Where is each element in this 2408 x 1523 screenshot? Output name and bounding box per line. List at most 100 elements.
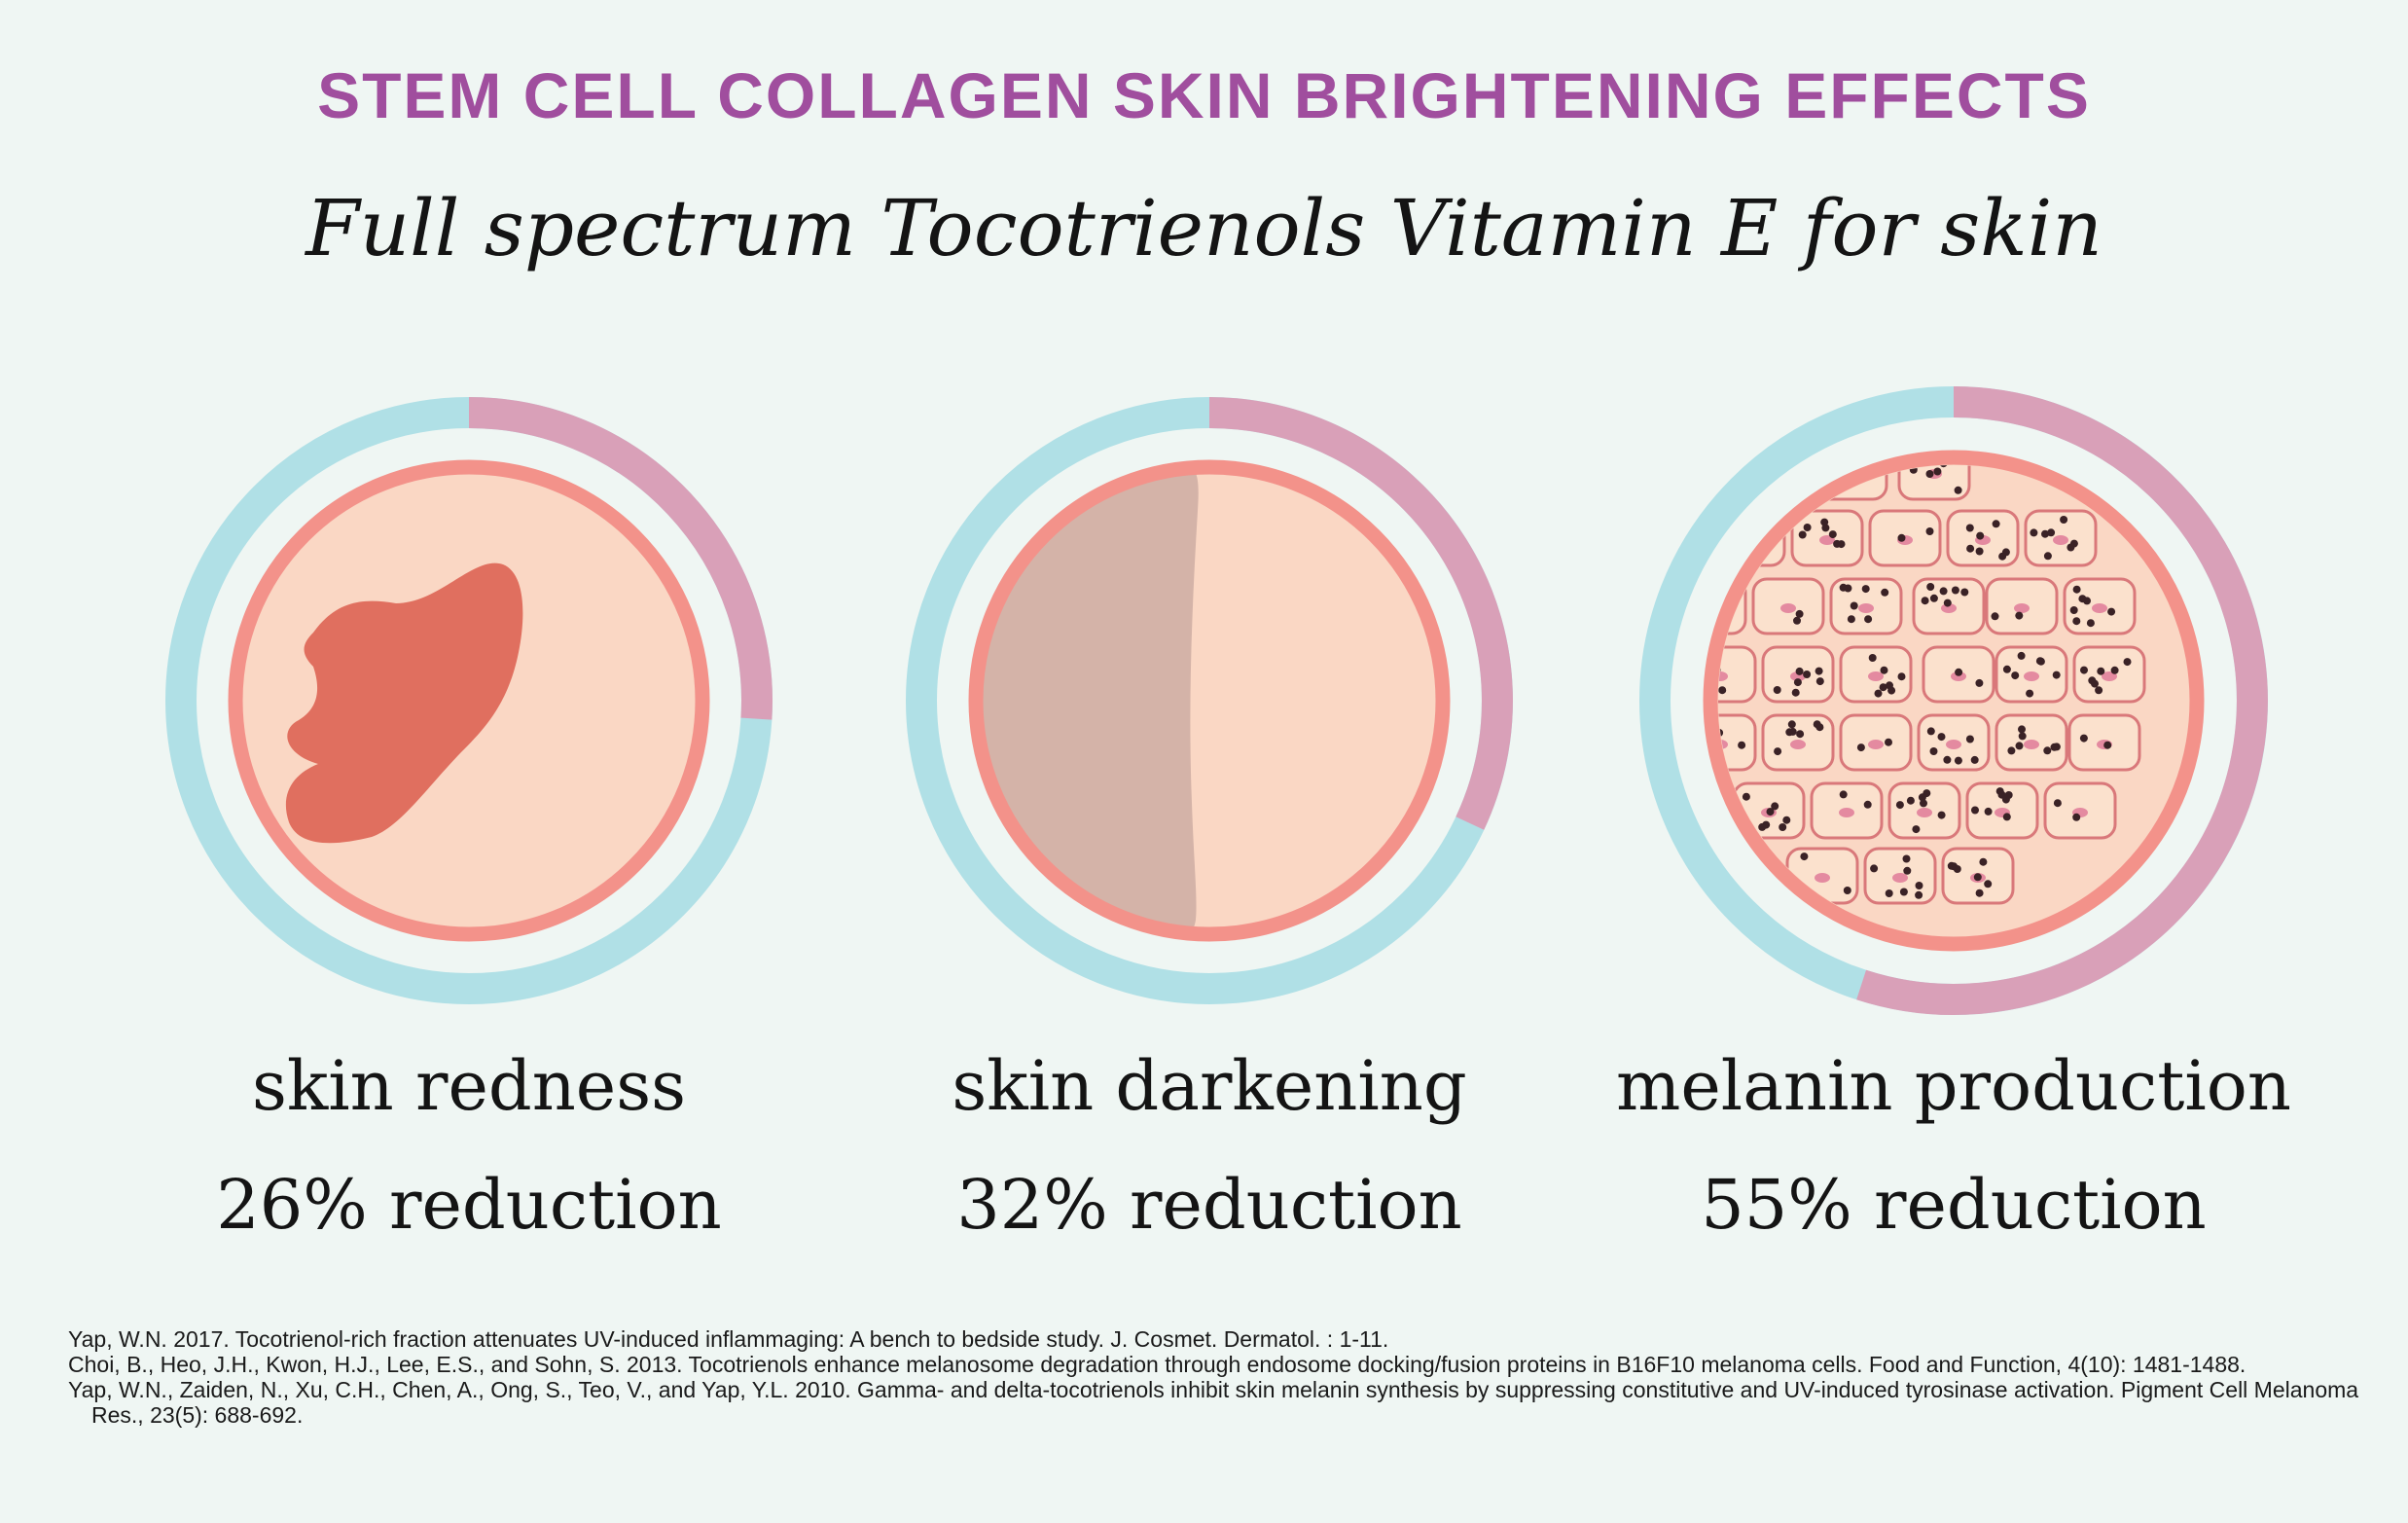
ring-reduction-arc [1208,397,1513,830]
melanin-dot [1692,748,1700,756]
melanin-dot [1976,531,1985,540]
skin-border [968,459,1451,942]
effect-name: skin darkening [952,1046,1467,1126]
effect-panel-darkening: skin darkening 32% reduction [869,355,1550,1245]
cell-nucleus [1868,671,1884,681]
cell-nucleus [2024,671,2039,681]
melanin-dot [1885,889,1893,897]
ring-reduction-arc [1856,386,2268,1015]
melanin-dot [1886,681,1893,690]
melanin-dot [1856,743,1865,752]
melanin-dot [1885,738,1892,746]
melanin-dot [1879,683,1887,692]
melanin-dot [2052,743,2061,751]
cell-nucleus [1703,603,1718,613]
melanin-dot [2072,585,2081,594]
melanin-dot [1897,533,1906,542]
melanin-dot [2004,791,2013,799]
melanin-dot [1929,594,1938,602]
melanin-dot [1943,755,1952,764]
cell-nucleus [2092,603,2107,613]
melanin-dot [1975,678,1984,687]
melanin-dot [1737,528,1745,536]
page-title: STEM CELL COLLAGEN SKIN BRIGHTENING EFFE… [317,59,2091,131]
melanin-dot [1918,793,1926,802]
ring-reduction-arc [468,397,773,720]
references: Yap, W.N. 2017. Tocotrienol-rich fractio… [68,1326,2364,1428]
melanin-dot [1774,747,1782,756]
effect-name: melanin production [1616,1046,2291,1126]
cell-nucleus [2024,740,2039,749]
melanin-dot [1722,551,1731,559]
melanin-dot [1920,799,1927,808]
cell-nucleus [1941,603,1957,613]
melanin-dot [1726,544,1735,553]
melanin-dot [2026,689,2034,698]
darkened-area [981,472,1199,929]
melanin-dot [2123,658,2132,667]
melanin-dot [1747,527,1756,536]
melanin-dot [1921,597,1929,605]
melanin-dot [1979,857,1988,866]
reference-item: Yap, W.N. 2017. Tocotrienol-rich fractio… [68,1326,1389,1352]
melanin-dot [1943,598,1952,607]
melanin-dot [1973,873,1982,882]
melanin-dot [1847,465,1855,466]
melanin-dot [1773,686,1781,694]
red-patch-icon [165,397,773,1004]
cell-nucleus [1951,671,1966,681]
dark-half-icon [906,397,1513,1004]
melanin-dot [1906,796,1915,805]
melanin-dot [2069,606,2078,614]
melanin-dot [2018,732,2027,741]
melanin-dot [1815,667,1823,675]
melanin-dot [1970,755,1979,764]
cell-nucleus [1868,740,1884,749]
cell-nucleus [1946,740,1961,749]
melanin-dot [2002,665,2011,673]
melanin-dot [1686,614,1694,622]
cell-nucleus [1917,808,1932,817]
melanin-dot [1828,530,1837,539]
melanin-dot [1926,727,1935,736]
melanin-dot [1742,792,1750,801]
melanin-dot [1833,539,1842,548]
melanin-dot [1937,733,1946,742]
melanin-dot [1992,520,2000,528]
melanin-dot [1795,667,1804,675]
cell-nucleus [1839,808,1854,817]
melanin-dot [1694,726,1702,734]
melanin-dot [1718,600,1719,609]
melanin-dot [1779,823,1787,831]
melanin-dot [2015,611,2024,620]
redness-patch [285,562,523,844]
melanin-dot [1796,730,1805,739]
melanin-dot [2107,607,2116,616]
melanin-dot [2015,742,2024,750]
melanin-dot [1839,583,1848,592]
melanin-dot [1925,527,1934,535]
melanin-dot [1912,825,1921,834]
reference-item: Yap, W.N., Zaiden, N., Xu, C.H., Chen, A… [68,1377,2359,1428]
melanin-dot [2053,799,2062,808]
melanin-dot [1684,622,1692,630]
melanin-dot [1857,454,1865,462]
melanin-dot [1966,544,1975,553]
melanin-dot [1803,671,1812,678]
melanin-dot [1798,530,1807,539]
melanin-dot [2017,651,2026,660]
melanin-dot [2043,746,2052,755]
cell-nucleus [1858,603,1874,613]
melanin-dot [1718,599,1719,608]
cell-nucleus [1780,603,1796,613]
effect-panel-melanin: melanin production 55% reduction [1613,355,2294,1245]
melanin-dot [1766,808,1775,816]
melanin-dot [1915,882,1923,889]
cell-nucleus [2014,603,2030,613]
melanin-dot [1864,615,1873,624]
melanin-dot [2095,686,2103,695]
melanin-dot [1782,816,1791,824]
melanin-dot [1791,688,1800,697]
melanin-dot [2007,746,2016,755]
melanin-dot [2060,516,2068,524]
